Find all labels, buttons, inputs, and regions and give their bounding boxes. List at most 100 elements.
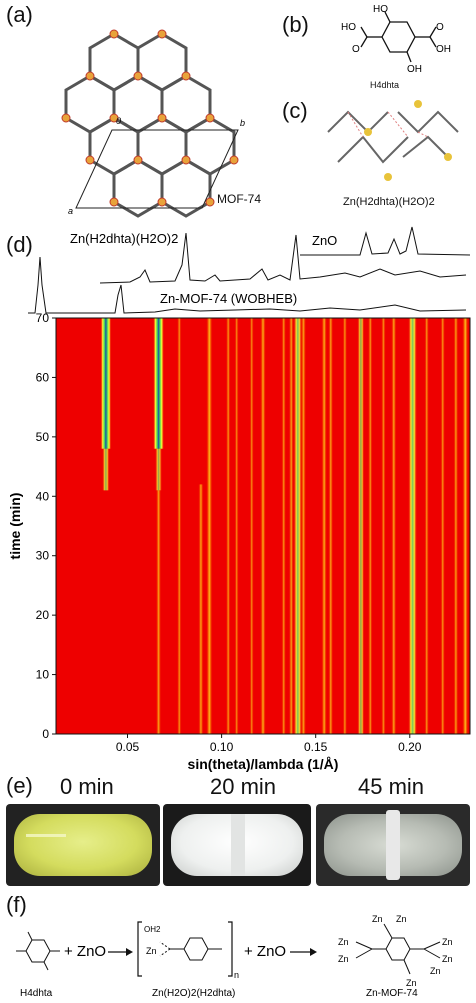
photo-caption-45min: 45 min <box>358 774 425 799</box>
peak-streak-4 <box>155 490 162 734</box>
photo-caption-20min: 20 min <box>210 774 277 799</box>
pattern-zn-h2dhta <box>99 232 467 284</box>
zn-mof74-atom-3: Zn <box>442 937 453 947</box>
atom-o-right: O <box>436 22 444 33</box>
bracket-left <box>137 921 142 977</box>
zn-mof74-atom-6: Zn <box>396 914 407 924</box>
peak-streak-15 <box>300 318 307 734</box>
plus-zno-2: + ZnO <box>244 943 286 960</box>
ref-label-zn-h2dhta: Zn(H2dhta)(H2O)2 <box>70 231 178 246</box>
y-tick-label: 20 <box>36 608 50 622</box>
y-tick-label: 40 <box>36 489 50 503</box>
metal-node-markers <box>61 29 239 207</box>
atom-oh-right: OH <box>436 44 451 55</box>
name-h4dhta: H4dhta <box>20 988 53 999</box>
peak-streak-6 <box>198 484 204 734</box>
peak-streak-9 <box>234 318 239 734</box>
panel-e-label: (e) <box>6 773 33 798</box>
zn-mof74-atom-1: Zn <box>338 937 349 947</box>
peak-streak-24 <box>424 318 430 734</box>
atom-ho-top: HO <box>373 4 388 15</box>
y-axis-label: time (min) <box>7 493 23 560</box>
panel-d-label: (d) <box>6 232 33 257</box>
zn-mof74-small <box>355 923 441 975</box>
subscript-n: n <box>234 970 239 980</box>
h4dhta-molecule: HO HO O O OH OH <box>341 4 451 75</box>
plus-zno-1: + ZnO <box>64 943 106 960</box>
plot-frame <box>55 317 471 735</box>
time-resolved-heatmap: 0 10 20 30 40 50 60 70 0.05 0.10 0.15 0.20 time (m… <box>7 311 471 772</box>
peak-streak-10 <box>249 318 254 734</box>
mof74-structure-drawing: 0 b a <box>61 29 245 218</box>
peak-streak-17 <box>328 318 334 734</box>
x-axis-label: sin(theta)/lambda (1/Å) <box>188 756 339 772</box>
reference-patterns: Zn(H2dhta)(H2O)2 ZnO Zn-MOF-74 (WOBHEB) <box>28 226 471 314</box>
peak-streak-25 <box>440 318 446 734</box>
peak-streak-13 <box>288 318 294 734</box>
x-tick-label: 0.20 <box>398 740 422 754</box>
zn-mof74-atom-2: Zn <box>338 954 349 964</box>
atom-oh-left: HO <box>341 22 356 33</box>
atom-o-left: O <box>352 44 360 55</box>
h4dhta-caption: H4dhta <box>370 80 400 90</box>
peak-streak-22 <box>391 318 397 734</box>
y-tick-label: 30 <box>36 549 50 563</box>
zn-mof74-atom-4: Zn <box>442 954 453 964</box>
peak-streak-2 <box>153 318 165 449</box>
y-tick-label: 50 <box>36 430 50 444</box>
peak-streak-11 <box>260 318 266 734</box>
unit-cell-outline <box>75 129 239 209</box>
zn-mof74-atom-7: Zn <box>406 978 417 988</box>
zn-mof74-atom-5: Zn <box>372 914 383 924</box>
photo-45min <box>316 804 470 886</box>
peak-streak-7 <box>206 318 213 734</box>
bracket-right <box>228 921 233 977</box>
reaction-scheme: + ZnO Zn OH2 n + ZnO Zn Zn Zn Zn Zn Zn Z… <box>16 914 453 999</box>
peak-streak-21 <box>381 318 386 734</box>
photo-0min <box>6 804 160 886</box>
pattern-zno <box>300 226 471 256</box>
peak-streak-8 <box>225 318 231 734</box>
peak-streak-14 <box>293 318 303 734</box>
h4dhta-small <box>16 931 60 971</box>
axis-b-label: b <box>240 118 245 128</box>
name-zn-h2o-h2dhta: Zn(H2O)2(H2dhta) <box>152 988 235 999</box>
axis-0-label: 0 <box>116 116 121 126</box>
panel-a-label: (a) <box>6 2 33 27</box>
peak-streak-12 <box>281 318 286 734</box>
peak-streak-3 <box>155 448 163 491</box>
name-zn-mof74: Zn-MOF-74 <box>366 988 418 999</box>
photo-caption-0min: 0 min <box>60 774 114 799</box>
zn-h2o-h2dhta-small <box>159 937 222 961</box>
peak-streak-1 <box>102 448 110 491</box>
peak-streak-26 <box>453 318 459 734</box>
ref-label-zn-mof74: Zn-MOF-74 (WOBHEB) <box>160 291 297 306</box>
photo-20min <box>163 804 311 886</box>
zn-h2dhta-structure <box>327 100 459 181</box>
y-tick-label: 70 <box>36 311 50 325</box>
panel-f-label: (f) <box>6 892 27 917</box>
zn-mof74-atom-8: Zn <box>430 966 441 976</box>
x-tick-label: 0.10 <box>210 740 234 754</box>
peak-streak-23 <box>408 318 418 734</box>
peak-streak-27 <box>461 318 469 734</box>
x-tick-label: 0.15 <box>304 740 328 754</box>
panel-b-label: (b) <box>282 12 309 37</box>
x-tick-label: 0.05 <box>116 740 140 754</box>
peak-streak-0 <box>100 318 112 449</box>
peak-streak-16 <box>321 318 328 734</box>
y-tick-label: 0 <box>42 727 49 741</box>
zn-atom-f: Zn <box>146 946 157 956</box>
mof74-caption: MOF-74 <box>217 192 262 206</box>
atom-oh-bottom: OH <box>407 64 422 75</box>
peak-streak-19 <box>357 318 365 734</box>
peak-streak-20 <box>367 318 373 734</box>
pattern-zn-mof74 <box>28 256 467 314</box>
panel-c-label: (c) <box>282 98 308 123</box>
peak-streak-5 <box>177 318 182 734</box>
zn-h2dhta-caption: Zn(H2dhta)(H2O)2 <box>343 196 435 208</box>
oh2-atom-f: OH2 <box>144 925 161 934</box>
y-tick-label: 60 <box>36 370 50 384</box>
ref-label-zno: ZnO <box>312 233 337 248</box>
hexagonal-framework <box>64 32 236 218</box>
